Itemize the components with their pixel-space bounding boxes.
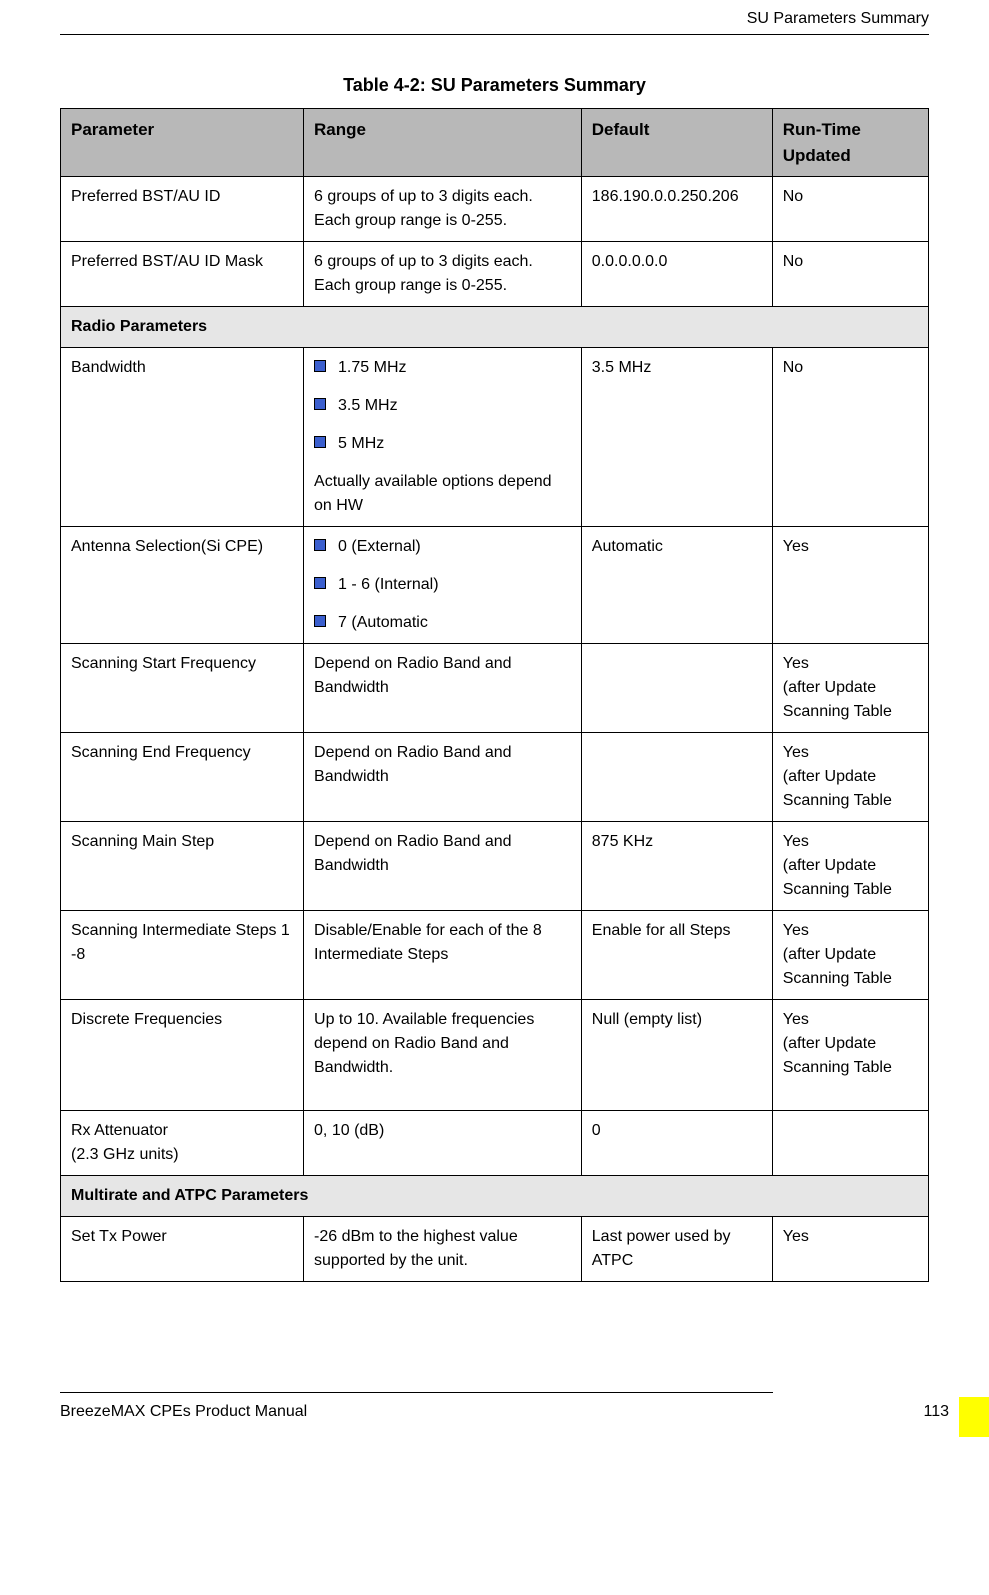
- default-cell: Automatic: [581, 527, 772, 644]
- table-row: Scanning Intermediate Steps 1 -8Disable/…: [61, 911, 929, 1000]
- table-row: Rx Attenuator (2.3 GHz units)0, 10 (dB)0: [61, 1111, 929, 1176]
- range-bullet-item: 3.5 MHz: [314, 394, 571, 418]
- default-cell: Null (empty list): [581, 1000, 772, 1111]
- param-cell: Preferred BST/AU ID: [61, 177, 304, 242]
- table-row: Preferred BST/AU ID Mask6 groups of up t…: [61, 242, 929, 307]
- bullet-label: 0 (External): [338, 538, 421, 555]
- param-cell: Scanning End Frequency: [61, 733, 304, 822]
- runtime-cell: No: [772, 348, 928, 527]
- range-bullet-item: 5 MHz: [314, 432, 571, 456]
- default-cell: 186.190.0.0.250.206: [581, 177, 772, 242]
- runtime-cell: Yes (after Update Scanning Table: [772, 911, 928, 1000]
- param-cell: Discrete Frequencies: [61, 1000, 304, 1111]
- default-cell: 3.5 MHz: [581, 348, 772, 527]
- runtime-cell: Yes (after Update Scanning Table: [772, 1000, 928, 1111]
- runtime-cell: Yes: [772, 527, 928, 644]
- bullet-icon: [314, 577, 326, 589]
- range-bullet-list: 0 (External) 1 - 6 (Internal) 7 (Automatic: [314, 535, 571, 635]
- param-cell: Scanning Main Step: [61, 822, 304, 911]
- range-bullet-item: 1 - 6 (Internal): [314, 573, 571, 597]
- param-cell: Scanning Intermediate Steps 1 -8: [61, 911, 304, 1000]
- footer-page-number: 113: [923, 1403, 959, 1421]
- default-cell: [581, 733, 772, 822]
- range-cell: 6 groups of up to 3 digits each. Each gr…: [304, 242, 582, 307]
- table-row: Multirate and ATPC Parameters: [61, 1176, 929, 1217]
- header-rule: [60, 34, 929, 35]
- footer-product: BreezeMAX CPEs Product Manual: [60, 1403, 307, 1421]
- param-cell: Rx Attenuator (2.3 GHz units): [61, 1111, 304, 1176]
- table-body: Preferred BST/AU ID6 groups of up to 3 d…: [61, 177, 929, 1282]
- bullet-label: 1 - 6 (Internal): [338, 576, 438, 593]
- table-header-row: Parameter Range Default Run-Time Updated: [61, 109, 929, 177]
- range-bullet-item: 1.75 MHz: [314, 356, 571, 380]
- bullet-label: 3.5 MHz: [338, 397, 398, 414]
- range-bullet-item: 7 (Automatic: [314, 611, 571, 635]
- header-section-title: SU Parameters Summary: [60, 0, 929, 34]
- runtime-cell: Yes: [772, 1217, 928, 1282]
- col-range: Range: [304, 109, 582, 177]
- range-bullet-item: 0 (External): [314, 535, 571, 559]
- param-cell: Antenna Selection(Si CPE): [61, 527, 304, 644]
- default-cell: Enable for all Steps: [581, 911, 772, 1000]
- table-row: Preferred BST/AU ID6 groups of up to 3 d…: [61, 177, 929, 242]
- default-cell: 875 KHz: [581, 822, 772, 911]
- range-cell: 0, 10 (dB): [304, 1111, 582, 1176]
- param-cell: Bandwidth: [61, 348, 304, 527]
- default-cell: [581, 644, 772, 733]
- range-cell: 0 (External) 1 - 6 (Internal) 7 (Automatic: [304, 527, 582, 644]
- range-cell: -26 dBm to the highest value supported b…: [304, 1217, 582, 1282]
- range-cell: Depend on Radio Band and Bandwidth: [304, 822, 582, 911]
- section-cell: Radio Parameters: [61, 307, 929, 348]
- runtime-cell: No: [772, 242, 928, 307]
- table-row: Antenna Selection(Si CPE) 0 (External) 1 -…: [61, 527, 929, 644]
- table-row: Set Tx Power-26 dBm to the highest value…: [61, 1217, 929, 1282]
- range-cell: 6 groups of up to 3 digits each. Each gr…: [304, 177, 582, 242]
- default-cell: 0: [581, 1111, 772, 1176]
- bullet-label: 5 MHz: [338, 435, 384, 452]
- table-title: Table 4-2: SU Parameters Summary: [60, 75, 929, 96]
- bullet-icon: [314, 615, 326, 627]
- bullet-label: 7 (Automatic: [338, 614, 428, 631]
- param-cell: Set Tx Power: [61, 1217, 304, 1282]
- range-note: Actually available options depend on HW: [314, 470, 571, 518]
- table-row: Scanning End FrequencyDepend on Radio Ba…: [61, 733, 929, 822]
- runtime-cell: Yes (after Update Scanning Table: [772, 822, 928, 911]
- col-parameter: Parameter: [61, 109, 304, 177]
- table-row: Radio Parameters: [61, 307, 929, 348]
- bullet-label: 1.75 MHz: [338, 359, 406, 376]
- runtime-cell: [772, 1111, 928, 1176]
- range-cell: Disable/Enable for each of the 8 Interme…: [304, 911, 582, 1000]
- runtime-cell: Yes (after Update Scanning Table: [772, 644, 928, 733]
- parameters-table: Parameter Range Default Run-Time Updated…: [60, 108, 929, 1282]
- range-cell: Depend on Radio Band and Bandwidth: [304, 644, 582, 733]
- footer-rule: [60, 1392, 773, 1393]
- param-cell: Scanning Start Frequency: [61, 644, 304, 733]
- bullet-icon: [314, 539, 326, 551]
- table-row: Bandwidth 1.75 MHz 3.5 MHz 5 MHz Actually av…: [61, 348, 929, 527]
- default-cell: 0.0.0.0.0.0: [581, 242, 772, 307]
- runtime-cell: Yes (after Update Scanning Table: [772, 733, 928, 822]
- col-runtime: Run-Time Updated: [772, 109, 928, 177]
- bullet-icon: [314, 398, 326, 410]
- bullet-icon: [314, 360, 326, 372]
- bullet-icon: [314, 436, 326, 448]
- page-footer: BreezeMAX CPEs Product Manual 113: [60, 1392, 929, 1437]
- default-cell: Last power used by ATPC: [581, 1217, 772, 1282]
- table-row: Scanning Start FrequencyDepend on Radio …: [61, 644, 929, 733]
- section-cell: Multirate and ATPC Parameters: [61, 1176, 929, 1217]
- param-cell: Preferred BST/AU ID Mask: [61, 242, 304, 307]
- table-row: Discrete FrequenciesUp to 10. Available …: [61, 1000, 929, 1111]
- page-tab: [959, 1397, 989, 1437]
- range-bullet-list: 1.75 MHz 3.5 MHz 5 MHz: [314, 356, 571, 456]
- runtime-cell: No: [772, 177, 928, 242]
- table-row: Scanning Main StepDepend on Radio Band a…: [61, 822, 929, 911]
- range-cell: Up to 10. Available frequencies depend o…: [304, 1000, 582, 1111]
- range-cell: Depend on Radio Band and Bandwidth: [304, 733, 582, 822]
- col-default: Default: [581, 109, 772, 177]
- range-cell: 1.75 MHz 3.5 MHz 5 MHz Actually available o…: [304, 348, 582, 527]
